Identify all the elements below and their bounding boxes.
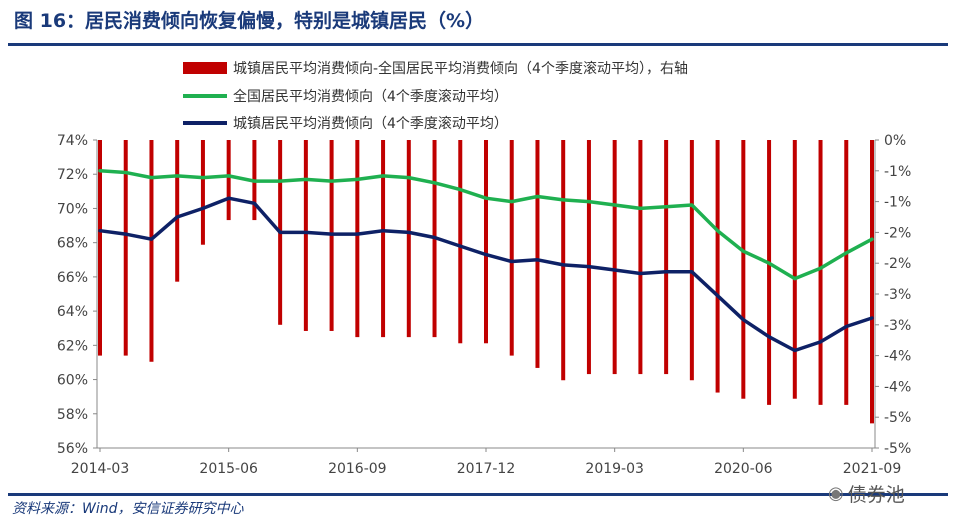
left-tick-label: 74% xyxy=(57,133,88,149)
right-tick-label: -4% xyxy=(884,349,911,365)
diff-bar xyxy=(715,140,720,393)
diff-bar xyxy=(664,140,669,375)
diff-bar xyxy=(586,140,591,375)
legend: 城镇居民平均消费倾向-全国居民平均消费倾向（4个季度滚动平均），右轴全国居民平均… xyxy=(183,60,688,132)
left-tick-label: 56% xyxy=(57,441,88,457)
watermark: ◉ 债券池 xyxy=(828,480,905,507)
x-tick-label: 2021-09 xyxy=(843,461,902,477)
right-tick-label: -2% xyxy=(884,225,911,241)
diff-bar xyxy=(561,140,566,381)
axes: 74% 72% 70% 68% 66% 64% 62% 60% 58% 56% 0% -1% -1% -2… xyxy=(57,133,911,477)
source-note: 资料来源：Wind，安信证券研究中心 xyxy=(12,501,244,517)
right-tick-label: -2% xyxy=(884,256,911,272)
diff-bars xyxy=(98,140,874,424)
left-tick-label: 58% xyxy=(57,407,88,423)
series-lines xyxy=(98,169,874,353)
diff-bar xyxy=(458,140,463,344)
diff-bar xyxy=(484,140,488,344)
x-tick-label: 2015-06 xyxy=(199,461,258,477)
right-tick-label: -4% xyxy=(884,379,911,395)
diff-bar xyxy=(406,140,411,338)
chart-title: 图 16：居民消费倾向恢复偏慢，特别是城镇居民（%） xyxy=(14,10,485,32)
diff-bar xyxy=(381,140,386,338)
diff-bar xyxy=(767,140,772,405)
diff-bar xyxy=(535,140,540,368)
right-tick-label: 0% xyxy=(884,133,906,149)
right-tick-label: -3% xyxy=(884,287,911,303)
x-tick-label: 2016-09 xyxy=(328,461,387,477)
legend-label: 全国居民平均消费倾向（4个季度滚动平均） xyxy=(233,88,508,105)
diff-bar xyxy=(175,140,180,282)
diff-bar xyxy=(200,140,205,245)
national-line xyxy=(98,169,874,281)
legend-swatch-bar xyxy=(183,62,227,74)
right-tick-label: -5% xyxy=(884,441,911,457)
diff-bar xyxy=(818,140,823,405)
legend-label: 城镇居民平均消费倾向-全国居民平均消费倾向（4个季度滚动平均），右轴 xyxy=(233,60,688,77)
diff-bar xyxy=(355,140,360,338)
diff-bar xyxy=(303,140,308,331)
diff-bar xyxy=(870,140,874,424)
diff-bar xyxy=(509,140,514,356)
diff-bar xyxy=(689,140,694,381)
left-tick-label: 68% xyxy=(57,236,88,252)
x-tick-label: 2017-12 xyxy=(457,461,516,477)
diff-bar xyxy=(638,140,643,375)
right-tick-label: -1% xyxy=(884,164,911,180)
diff-bar xyxy=(741,140,746,399)
left-tick-label: 72% xyxy=(57,167,88,183)
left-tick-label: 64% xyxy=(57,304,88,320)
diff-bar xyxy=(149,140,154,362)
left-tick-label: 62% xyxy=(57,338,88,354)
diff-bar xyxy=(844,140,849,405)
diff-bar xyxy=(123,140,128,356)
x-tick-label: 2020-06 xyxy=(714,461,773,477)
diff-bar xyxy=(226,140,231,221)
left-tick-label: 60% xyxy=(57,373,88,389)
diff-bar xyxy=(792,140,797,399)
x-tick-label: 2014-03 xyxy=(71,461,130,477)
footer-divider xyxy=(8,493,948,496)
legend-label: 城镇居民平均消费倾向（4个季度滚动平均） xyxy=(233,115,508,132)
x-tick-label: 2019-03 xyxy=(585,461,644,477)
right-tick-label: -3% xyxy=(884,318,911,334)
wechat-icon: ◉ xyxy=(828,483,844,504)
left-tick-label: 70% xyxy=(57,201,88,217)
left-tick-label: 66% xyxy=(57,270,88,286)
urban-line xyxy=(98,196,874,353)
watermark-text: 债券池 xyxy=(847,484,905,506)
diff-bar xyxy=(612,140,617,375)
diff-bar xyxy=(98,140,102,356)
title-divider xyxy=(8,43,948,46)
right-tick-label: -5% xyxy=(884,410,911,426)
right-tick-label: -1% xyxy=(884,195,911,211)
